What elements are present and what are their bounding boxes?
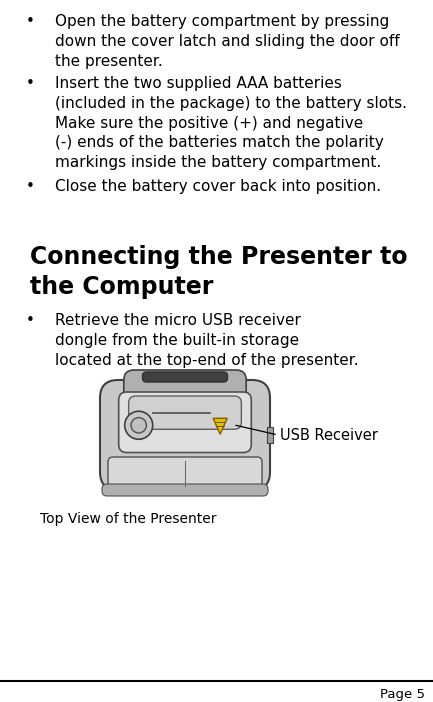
Text: Top View of the Presenter: Top View of the Presenter bbox=[40, 512, 216, 526]
FancyBboxPatch shape bbox=[119, 392, 251, 453]
FancyBboxPatch shape bbox=[129, 396, 241, 430]
FancyBboxPatch shape bbox=[102, 484, 268, 496]
FancyBboxPatch shape bbox=[142, 372, 227, 382]
Text: •: • bbox=[26, 179, 35, 194]
Circle shape bbox=[125, 411, 153, 439]
FancyBboxPatch shape bbox=[100, 380, 270, 490]
Text: Open the battery compartment by pressing
down the cover latch and sliding the do: Open the battery compartment by pressing… bbox=[55, 14, 400, 69]
Circle shape bbox=[131, 418, 146, 433]
Text: •: • bbox=[26, 76, 35, 91]
FancyBboxPatch shape bbox=[124, 370, 246, 406]
FancyBboxPatch shape bbox=[165, 486, 205, 494]
Text: the Computer: the Computer bbox=[30, 275, 213, 299]
Text: •: • bbox=[26, 313, 35, 328]
Text: USB Receiver: USB Receiver bbox=[280, 428, 378, 443]
Text: •: • bbox=[26, 14, 35, 29]
FancyBboxPatch shape bbox=[267, 427, 273, 443]
Text: Page 5: Page 5 bbox=[380, 688, 425, 701]
Polygon shape bbox=[213, 418, 227, 435]
FancyBboxPatch shape bbox=[108, 457, 262, 490]
Text: Insert the two supplied AAA batteries
(included in the package) to the battery s: Insert the two supplied AAA batteries (i… bbox=[55, 76, 407, 170]
Text: Retrieve the micro USB receiver
dongle from the built-in storage
located at the : Retrieve the micro USB receiver dongle f… bbox=[55, 313, 359, 368]
Text: Connecting the Presenter to: Connecting the Presenter to bbox=[30, 245, 407, 269]
Text: Close the battery cover back into position.: Close the battery cover back into positi… bbox=[55, 179, 381, 194]
